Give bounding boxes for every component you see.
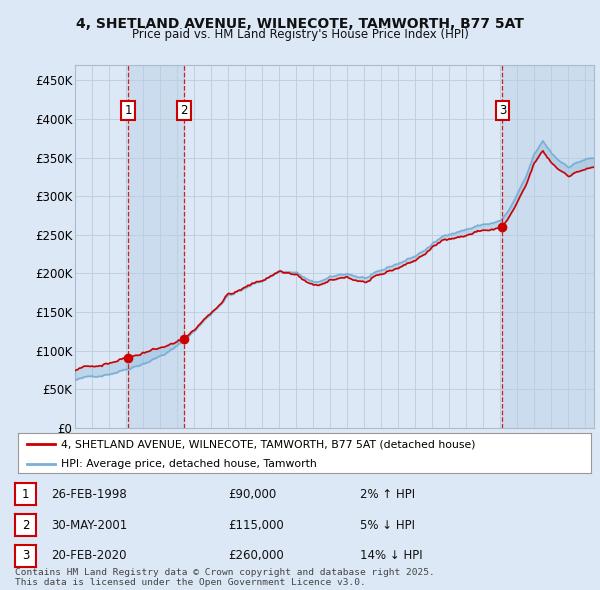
Bar: [502, 65, 594, 428]
Text: 1: 1: [124, 104, 132, 117]
Text: 20-FEB-2020: 20-FEB-2020: [51, 549, 127, 562]
Text: 1: 1: [22, 488, 29, 501]
Text: 3: 3: [499, 104, 506, 117]
Text: 30-MAY-2001: 30-MAY-2001: [51, 519, 127, 532]
Text: 2% ↑ HPI: 2% ↑ HPI: [360, 488, 415, 501]
Text: 2: 2: [181, 104, 188, 117]
Text: 3: 3: [22, 549, 29, 562]
Text: Price paid vs. HM Land Registry's House Price Index (HPI): Price paid vs. HM Land Registry's House …: [131, 28, 469, 41]
Text: 5% ↓ HPI: 5% ↓ HPI: [360, 519, 415, 532]
Text: £115,000: £115,000: [228, 519, 284, 532]
Text: Contains HM Land Registry data © Crown copyright and database right 2025.
This d: Contains HM Land Registry data © Crown c…: [15, 568, 435, 587]
Text: 4, SHETLAND AVENUE, WILNECOTE, TAMWORTH, B77 5AT: 4, SHETLAND AVENUE, WILNECOTE, TAMWORTH,…: [76, 17, 524, 31]
Text: 14% ↓ HPI: 14% ↓ HPI: [360, 549, 422, 562]
Text: HPI: Average price, detached house, Tamworth: HPI: Average price, detached house, Tamw…: [61, 460, 317, 470]
Text: 4, SHETLAND AVENUE, WILNECOTE, TAMWORTH, B77 5AT (detached house): 4, SHETLAND AVENUE, WILNECOTE, TAMWORTH,…: [61, 440, 475, 450]
Text: 26-FEB-1998: 26-FEB-1998: [51, 488, 127, 501]
Text: 2: 2: [22, 519, 29, 532]
Bar: [128, 65, 184, 428]
Text: £90,000: £90,000: [228, 488, 276, 501]
Text: £260,000: £260,000: [228, 549, 284, 562]
